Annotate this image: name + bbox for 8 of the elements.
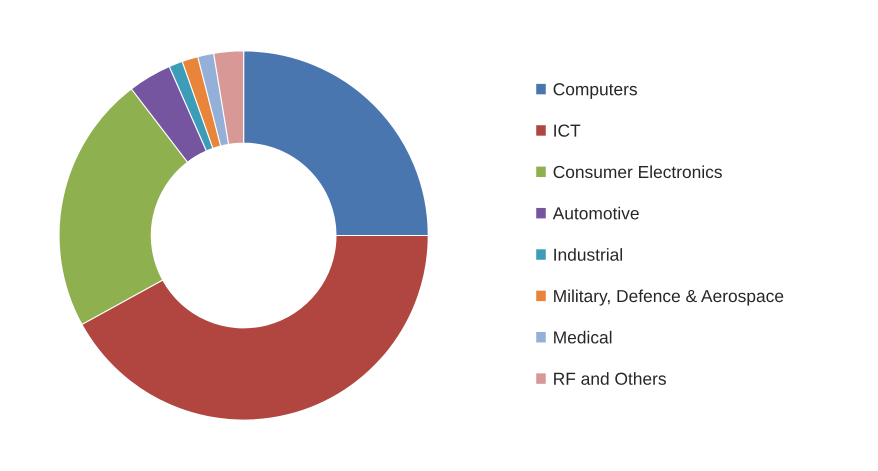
legend-label: Automotive bbox=[552, 206, 639, 220]
legend-label: Medical bbox=[554, 330, 612, 344]
legend-label: RF and Others bbox=[554, 372, 666, 385]
legend-label: Consumer Electronics bbox=[554, 165, 722, 178]
legend-label: Military, Defence & Aerospace bbox=[554, 289, 784, 306]
legend-label: Industrial bbox=[554, 248, 622, 261]
legend-label: ICT bbox=[554, 124, 580, 137]
legend-label: Computers bbox=[554, 83, 637, 99]
